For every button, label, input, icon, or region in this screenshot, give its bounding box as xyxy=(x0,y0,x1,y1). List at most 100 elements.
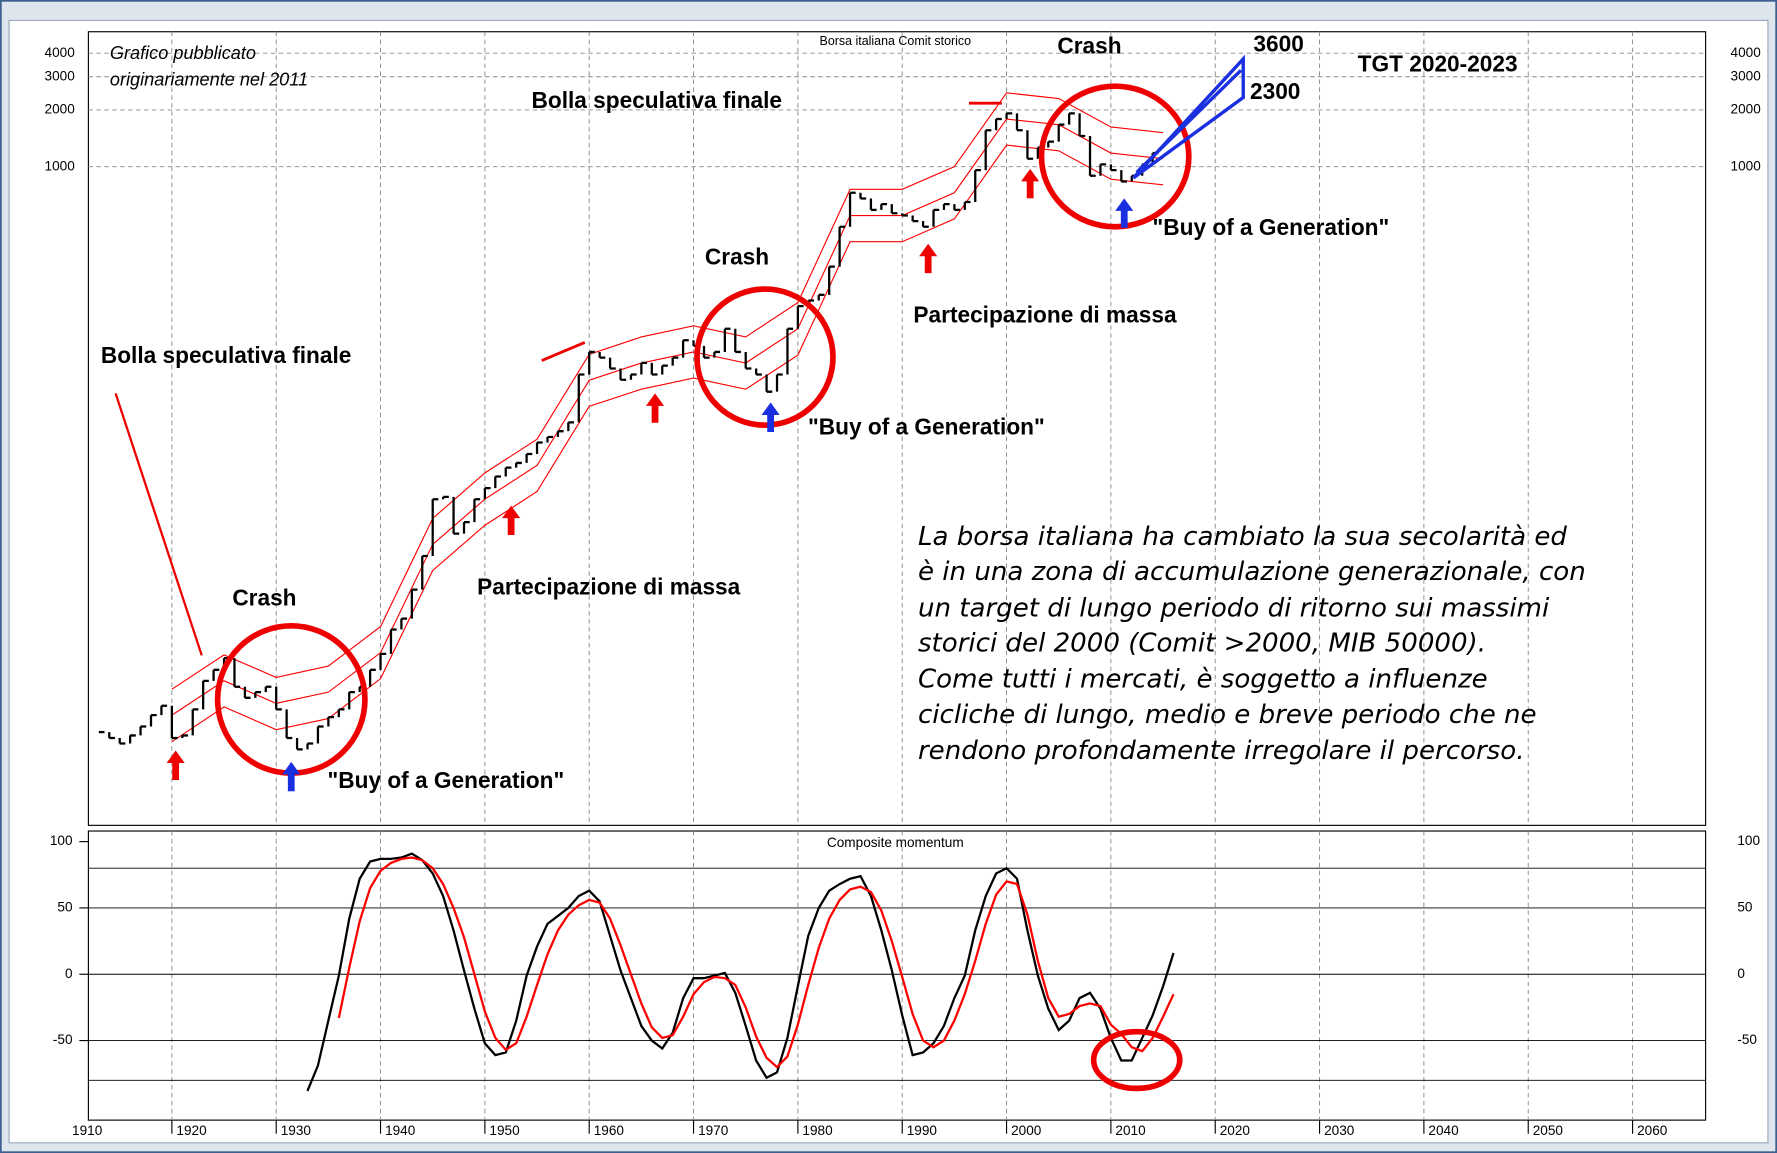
price-bar xyxy=(734,328,741,354)
price-bar xyxy=(1109,164,1117,172)
annotation: originariamente nel 2011 xyxy=(110,69,308,89)
annotation: 3600 xyxy=(1253,30,1303,56)
price-plot-area xyxy=(87,31,1707,826)
price-bar xyxy=(128,734,136,744)
price-bar xyxy=(859,192,867,200)
annotation: "Buy of a Generation" xyxy=(1153,214,1390,240)
price-bar xyxy=(264,685,272,693)
y-tick-label: 4000 xyxy=(1731,45,1762,60)
price-bar xyxy=(577,373,585,423)
annotation: TGT 2020-2023 xyxy=(1358,51,1518,77)
chart-title: Composite momentum xyxy=(827,835,964,850)
overlays: Grafico pubblicato originariamente nel 2… xyxy=(101,30,1586,1092)
band-line xyxy=(171,144,1164,743)
band-line xyxy=(171,92,1164,690)
annotation: Partecipazione di massa xyxy=(477,573,741,599)
y-tick-label: 1000 xyxy=(1731,158,1762,173)
price-bar xyxy=(1047,140,1054,148)
y-tick-label: 50 xyxy=(57,900,73,915)
price-bar xyxy=(775,373,783,392)
highlight-circle xyxy=(1090,1028,1183,1092)
price-bar xyxy=(869,198,877,212)
price-bar xyxy=(160,704,168,716)
price-bar xyxy=(108,732,115,740)
price-bar xyxy=(483,486,491,500)
price-bar xyxy=(953,204,961,212)
price-bar xyxy=(1088,135,1096,177)
price-bar xyxy=(515,461,522,468)
price-bar xyxy=(368,668,376,687)
price-bar xyxy=(744,351,752,370)
price-bar xyxy=(462,521,470,534)
price-bar xyxy=(619,368,627,381)
x-tick-label: 1950 xyxy=(489,1123,520,1138)
price-bar xyxy=(535,441,543,454)
annotation: 2300 xyxy=(1250,78,1300,104)
price-bar xyxy=(994,117,1002,131)
price-bar xyxy=(723,327,731,352)
price-bar xyxy=(410,588,418,619)
price-bar xyxy=(567,421,575,432)
price-bar xyxy=(974,168,981,202)
price-bar xyxy=(327,716,335,727)
price-bar xyxy=(650,362,658,376)
price-bar xyxy=(755,368,762,376)
x-tick-label: 1920 xyxy=(176,1123,207,1138)
price-bar xyxy=(786,327,794,375)
price-bar xyxy=(504,466,512,477)
price-bar xyxy=(181,734,188,739)
annotation: Bolla speculativa finale xyxy=(532,87,783,113)
annotation: "Buy of a Generation" xyxy=(328,767,565,793)
price-bar xyxy=(880,202,888,210)
price-bar xyxy=(275,686,282,711)
note-line: cicliche di lungo, medio e breve periodo… xyxy=(918,700,1537,730)
price-bar xyxy=(702,345,710,359)
price-bar xyxy=(901,213,908,217)
price-bar xyxy=(149,714,157,727)
y-tick-label: 100 xyxy=(1737,833,1760,848)
price-bar xyxy=(661,364,668,375)
momentum-line xyxy=(306,852,1175,1092)
note-line: Come tutti i mercati, è soggetto a influ… xyxy=(918,665,1488,695)
annotation: Bolla speculativa finale xyxy=(101,342,352,368)
price-bar xyxy=(765,374,773,393)
y-tick-label: -50 xyxy=(53,1032,73,1047)
price-bar xyxy=(1026,130,1034,160)
price-bar xyxy=(848,191,856,227)
price-bar xyxy=(1078,113,1086,138)
price-bar xyxy=(546,435,554,443)
y-tick-label: 0 xyxy=(1737,966,1745,981)
y-tick-label: 2000 xyxy=(45,102,76,117)
x-tick-label: 2050 xyxy=(1533,1123,1564,1138)
note-line: un target di lungo periodo di ritorno su… xyxy=(918,593,1550,623)
chart-title: Borsa italiana Comit storico xyxy=(820,34,972,48)
x-tick-label: 1910 xyxy=(72,1123,103,1138)
momentum-line xyxy=(337,856,1175,1069)
price-bar xyxy=(671,356,679,366)
y-tick-label: 3000 xyxy=(45,68,76,83)
price-bar xyxy=(1099,163,1107,176)
price-bar xyxy=(640,361,648,375)
x-tick-label: 1930 xyxy=(281,1123,312,1138)
x-tick-label: 1980 xyxy=(802,1123,833,1138)
price-bar xyxy=(796,305,804,329)
price-bar xyxy=(525,452,533,463)
pointer-line xyxy=(114,393,203,656)
price-bar xyxy=(421,554,428,590)
price-bar xyxy=(494,475,501,489)
price-bar xyxy=(431,498,439,556)
price-bar xyxy=(921,221,929,228)
y-tick-label: 4000 xyxy=(45,45,76,60)
x-tick-label: 1960 xyxy=(594,1123,625,1138)
price-bar xyxy=(212,668,220,681)
price-bar xyxy=(588,350,595,375)
price-bar xyxy=(379,652,387,670)
price-bar xyxy=(984,129,992,171)
price-bar xyxy=(118,738,126,745)
annotation: Crash xyxy=(1057,33,1121,59)
price-bar xyxy=(1005,112,1013,119)
price-bar xyxy=(817,293,825,301)
highlight-circle xyxy=(1038,83,1192,230)
price-bar xyxy=(963,200,971,210)
